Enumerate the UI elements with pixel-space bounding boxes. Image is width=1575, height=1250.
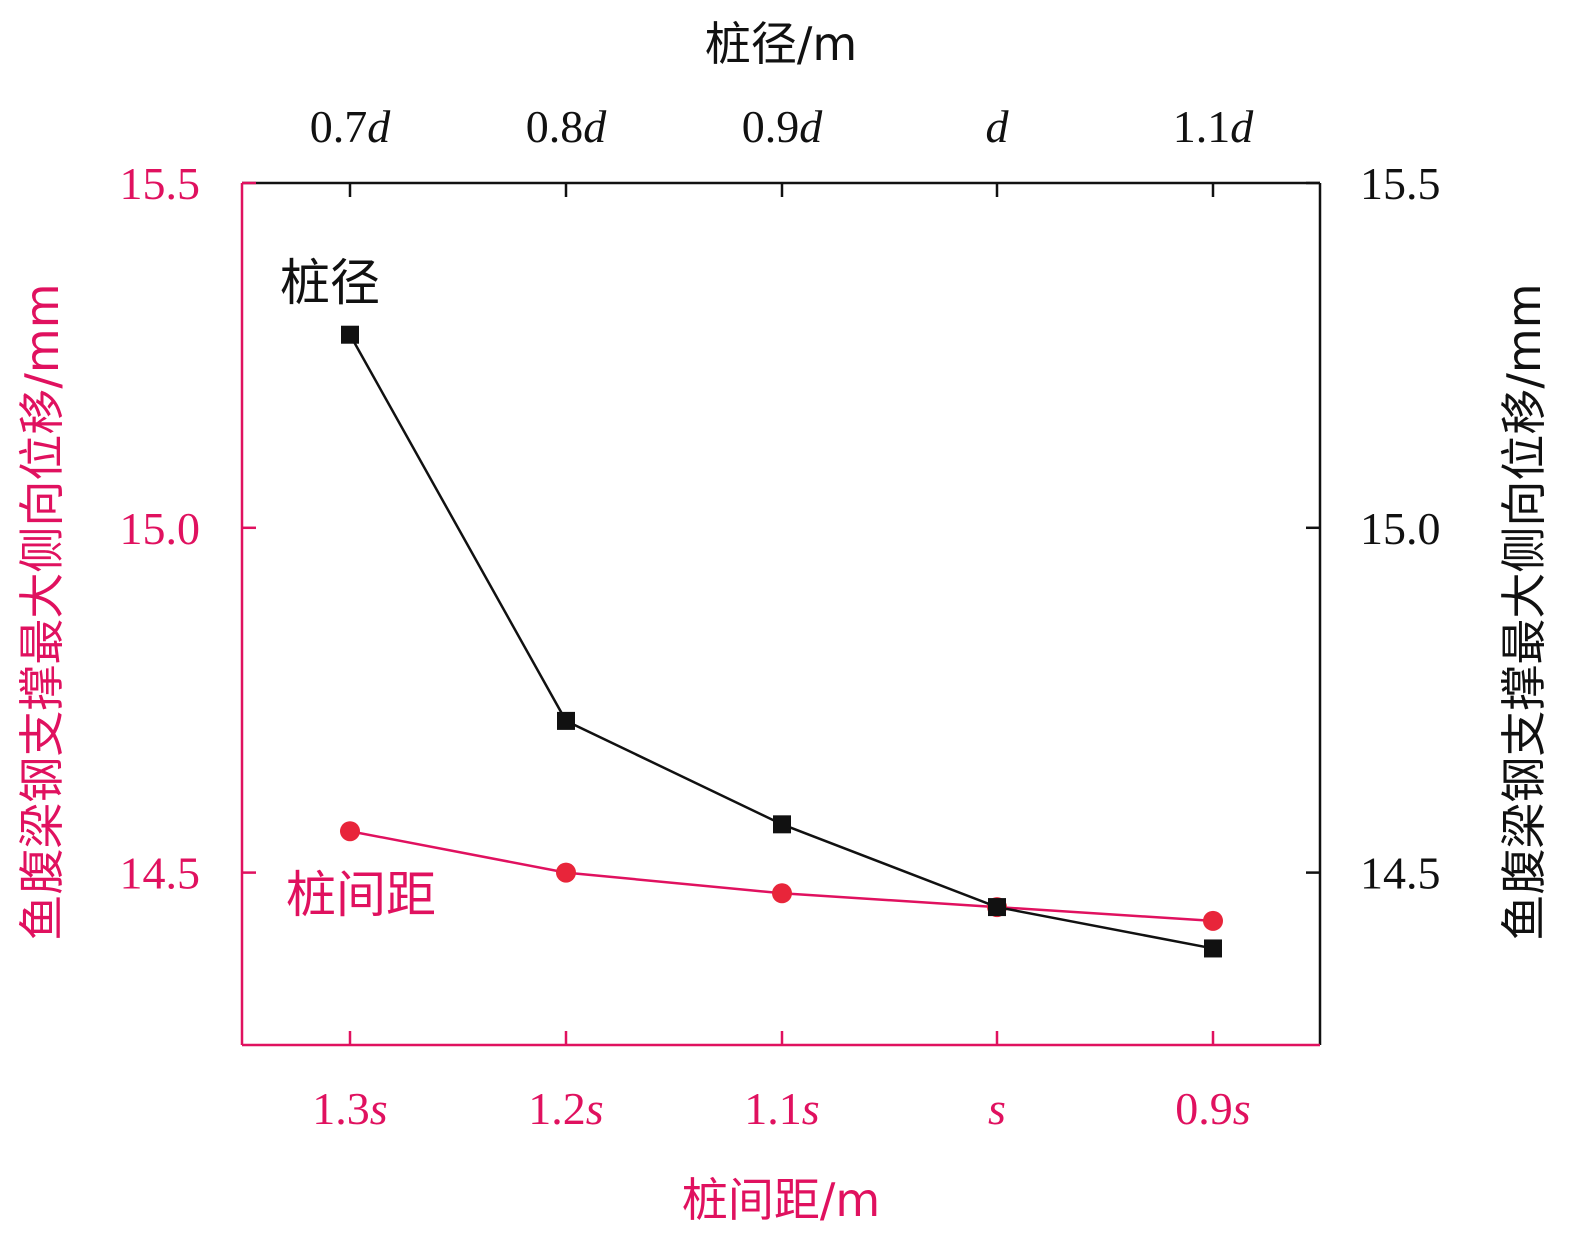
left-tick-label: 15.0 xyxy=(120,503,201,554)
bottom-tick-label: 0.9s xyxy=(1175,1083,1250,1134)
marker-diameter xyxy=(1204,939,1222,958)
series-label-diameter: 桩径 xyxy=(280,254,380,312)
left-axis-title: 鱼腹梁钢支撑最大侧向位移/mm xyxy=(15,283,69,940)
bottom-tick-label: 1.1s xyxy=(744,1083,819,1134)
marker-spacing xyxy=(1203,910,1223,931)
series-line-spacing xyxy=(349,829,1214,923)
marker-diameter xyxy=(341,325,359,344)
series-label-spacing: 桩间距 xyxy=(286,866,436,924)
bottom-tick-label: 1.3s xyxy=(312,1083,387,1134)
left-tick-label: 15.5 xyxy=(120,158,201,209)
top-tick-label: d xyxy=(986,101,1010,152)
right-tick-label: 15.5 xyxy=(1360,158,1441,209)
top-tick-label: 0.8d xyxy=(526,101,608,152)
marker-diameter xyxy=(988,898,1006,917)
top-tick-label: 0.7d xyxy=(310,101,392,152)
marker-diameter xyxy=(557,711,575,730)
marker-spacing xyxy=(340,821,360,842)
right-axis-title: 鱼腹梁钢支撑最大侧向位移/mm xyxy=(1497,283,1551,940)
bottom-tick-label: 1.2s xyxy=(528,1083,603,1134)
top-axis-title: 桩径/m xyxy=(705,17,857,71)
top-tick-label: 0.9d xyxy=(742,101,824,152)
right-tick-label: 15.0 xyxy=(1360,503,1441,554)
right-tick-label: 14.5 xyxy=(1360,848,1441,899)
bottom-tick-label: s xyxy=(988,1083,1006,1134)
marker-diameter xyxy=(773,815,791,834)
top-tick-label: 1.1d xyxy=(1173,101,1255,152)
marker-spacing xyxy=(772,883,792,904)
left-tick-label: 14.5 xyxy=(120,848,201,899)
marker-spacing xyxy=(556,862,576,883)
bottom-axis-title: 桩间距/m xyxy=(682,1173,880,1227)
